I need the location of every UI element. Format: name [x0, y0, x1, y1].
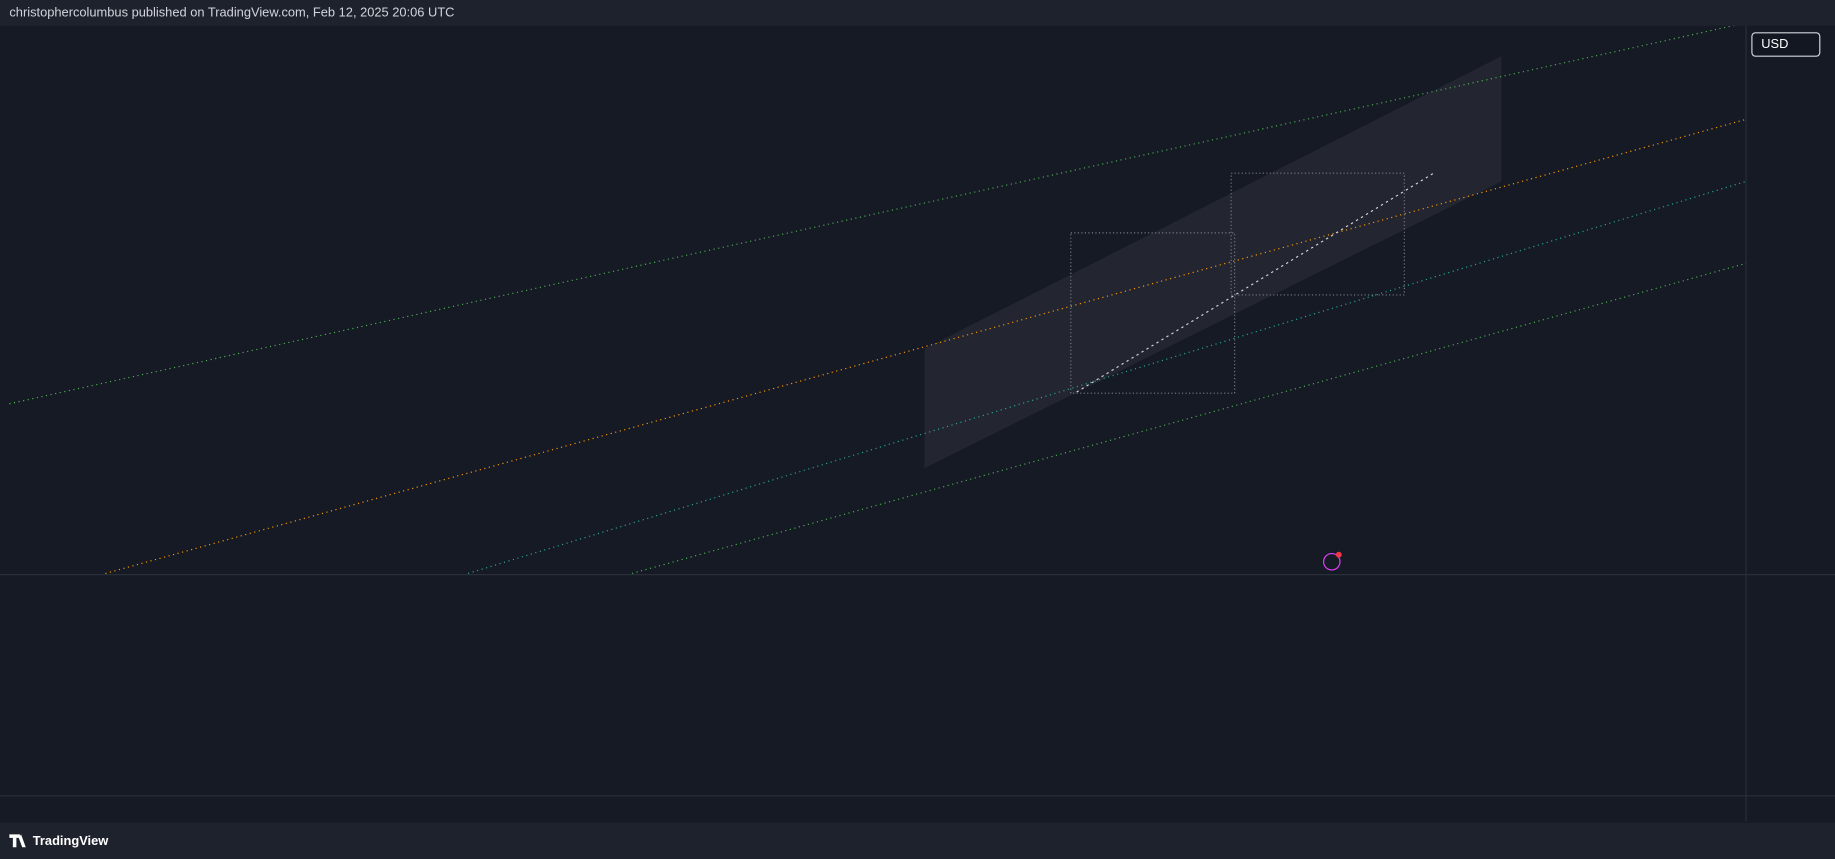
logo: [9, 834, 26, 848]
trend-line: [105, 118, 1747, 575]
drawings: [9, 25, 1747, 575]
alert-dot: [1335, 551, 1342, 558]
alert-icon[interactable]: [1323, 552, 1341, 571]
channel: [924, 56, 1502, 469]
footer-bar: [0, 822, 1835, 859]
trend-line: [467, 180, 1747, 575]
currency-button[interactable]: [1751, 32, 1821, 57]
publisher: christophercolumbus published on Trading…: [9, 4, 454, 19]
header-bar: [0, 0, 1835, 26]
brand: TradingView: [33, 833, 110, 848]
trend-line: [9, 25, 1736, 405]
currency[interactable]: USD: [1761, 36, 1788, 51]
trend-line: [631, 262, 1747, 575]
price-axis: [1746, 25, 1835, 823]
